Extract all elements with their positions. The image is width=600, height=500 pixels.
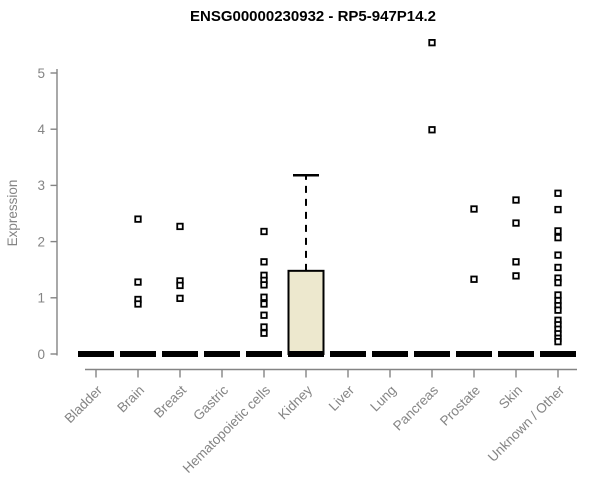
outlier-point bbox=[176, 281, 184, 290]
outlier-point bbox=[554, 337, 562, 346]
chart-title: ENSG00000230932 - RP5-947P14.2 bbox=[189, 8, 436, 25]
median-line bbox=[78, 351, 114, 357]
outlier-point bbox=[428, 126, 436, 134]
outlier-point bbox=[554, 234, 562, 242]
outlier-point bbox=[134, 300, 142, 308]
outlier-point bbox=[428, 39, 436, 47]
outlier-point bbox=[260, 227, 268, 236]
median-line bbox=[120, 351, 156, 357]
outlier-point bbox=[260, 293, 268, 301]
outlier-point bbox=[260, 300, 268, 308]
outlier-point bbox=[554, 306, 562, 314]
outlier-point bbox=[134, 215, 142, 223]
median-line bbox=[246, 351, 282, 357]
median-line bbox=[456, 351, 492, 357]
outlier-point bbox=[176, 222, 184, 231]
x-category-label: Skin bbox=[496, 383, 525, 412]
y-tick-label: 5 bbox=[37, 66, 45, 81]
box bbox=[287, 269, 325, 356]
outlier-point bbox=[512, 196, 520, 204]
median-line bbox=[204, 351, 240, 357]
outlier-point bbox=[512, 258, 520, 266]
outlier-point bbox=[470, 275, 478, 283]
outlier-point bbox=[260, 323, 268, 331]
x-category-label: Brain bbox=[114, 383, 147, 416]
x-category-label: Liver bbox=[326, 382, 358, 414]
x-category-label: Breast bbox=[151, 382, 189, 420]
y-tick-label: 3 bbox=[37, 178, 45, 193]
outlier-point bbox=[134, 278, 142, 286]
outlier-point bbox=[554, 205, 562, 214]
y-axis-title: Expression bbox=[5, 180, 20, 247]
x-category-label: Pancreas bbox=[390, 382, 441, 433]
x-category-label: Kidney bbox=[275, 382, 315, 422]
x-category-label: Bladder bbox=[62, 382, 106, 426]
outlier-point bbox=[470, 205, 478, 213]
outlier-point bbox=[260, 329, 268, 337]
median-line bbox=[162, 351, 198, 357]
y-tick-label: 2 bbox=[37, 234, 45, 249]
outlier-point bbox=[260, 311, 268, 319]
y-tick-label: 4 bbox=[37, 122, 45, 137]
outlier-point bbox=[554, 251, 562, 259]
y-tick-label: 0 bbox=[37, 347, 45, 362]
median-line bbox=[540, 351, 576, 357]
y-tick-label: 1 bbox=[37, 291, 45, 306]
x-category-label: Unknown / Other bbox=[485, 382, 568, 465]
outlier-point bbox=[512, 219, 520, 227]
x-category-label: Prostate bbox=[437, 383, 483, 429]
outlier-point bbox=[554, 263, 562, 272]
outlier-point bbox=[512, 272, 520, 280]
median-line bbox=[288, 351, 324, 357]
outlier-point bbox=[554, 227, 562, 235]
outlier-point bbox=[260, 258, 268, 266]
outlier-point bbox=[260, 281, 268, 289]
outlier-point bbox=[176, 294, 184, 303]
x-category-label: Gastric bbox=[190, 382, 231, 423]
median-line bbox=[330, 351, 366, 357]
median-line bbox=[498, 351, 534, 357]
median-line bbox=[414, 351, 450, 357]
outlier-point bbox=[554, 189, 562, 197]
outlier-point bbox=[554, 278, 562, 287]
outlier-point bbox=[554, 291, 562, 299]
x-category-label: Lung bbox=[367, 383, 399, 415]
median-line bbox=[372, 351, 408, 357]
